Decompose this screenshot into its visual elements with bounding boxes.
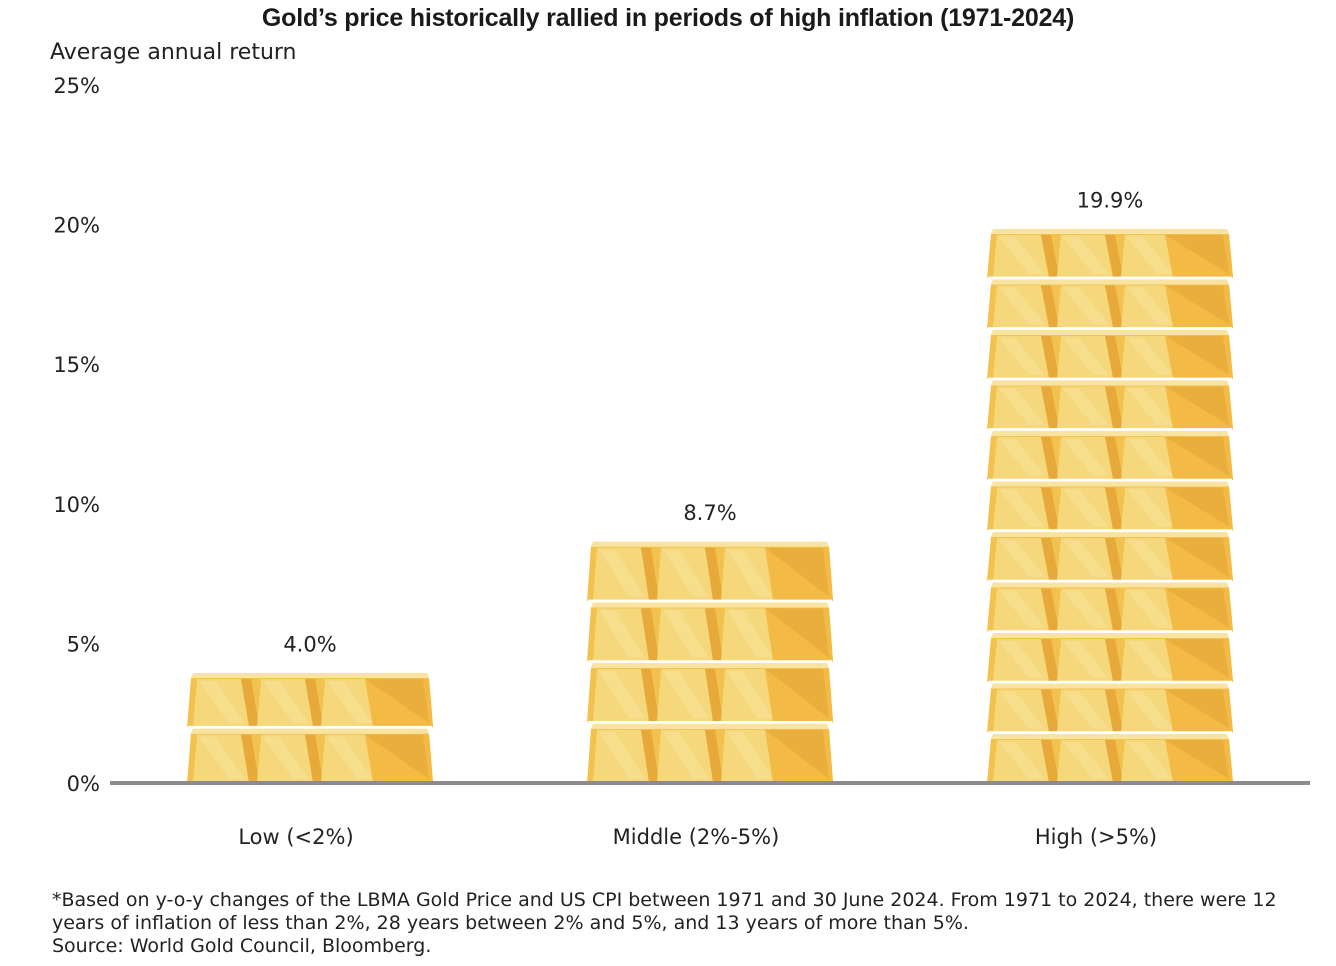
y-tick-label: 15% — [53, 353, 100, 377]
gold-ingot — [987, 430, 1233, 482]
x-tick-label: Low (<2%) — [238, 825, 353, 849]
footnote-line-3: Source: World Gold Council, Bloomberg. — [52, 935, 432, 957]
gold-ingot — [987, 228, 1233, 280]
gold-ingot — [987, 329, 1233, 381]
y-tick-label: 5% — [67, 632, 100, 656]
gold-ingot — [187, 728, 433, 785]
gold-ingot — [187, 672, 433, 729]
chart-title: Gold’s price historically rallied in per… — [261, 4, 1075, 32]
bar — [987, 228, 1233, 785]
bar — [587, 541, 833, 785]
gold-ingot — [587, 663, 833, 724]
gold-ingot — [987, 481, 1233, 532]
footnote-line-1: *Based on y-o-y changes of the LBMA Gold… — [52, 889, 1277, 911]
gold-ingot — [987, 531, 1233, 583]
gold-ingot — [987, 733, 1233, 785]
gold-ingot — [987, 279, 1233, 330]
bars — [187, 228, 1233, 785]
gold-ingot — [987, 582, 1233, 633]
gold-ingot — [587, 602, 833, 663]
data-label: 4.0% — [283, 632, 336, 656]
y-tick-label: 20% — [53, 214, 100, 238]
footnote-line-2: years of inflation of less than 2%, 28 y… — [52, 912, 969, 934]
footnote: *Based on y-o-y changes of the LBMA Gold… — [52, 889, 1322, 958]
x-axis-ticks: Low (<2%) Middle (2%-5%) High (>5%) — [238, 825, 1157, 849]
data-label: 8.7% — [683, 501, 736, 525]
gold-ingot — [987, 683, 1233, 734]
gold-ingot — [987, 632, 1233, 684]
gold-ingot — [987, 380, 1233, 431]
x-tick-label: Middle (2%-5%) — [613, 825, 780, 849]
y-tick-label: 0% — [67, 772, 100, 796]
y-tick-label: 25% — [53, 74, 100, 98]
gold-ingot — [587, 541, 833, 603]
gold-ingot — [587, 723, 833, 785]
data-label: 19.9% — [1077, 188, 1144, 212]
y-tick-label: 10% — [53, 493, 100, 517]
data-labels: 4.0% 8.7% 19.9% — [283, 188, 1143, 656]
y-axis-ticks: 0% 5% 10% 15% 20% 25% — [53, 74, 100, 796]
y-axis-label: Average annual return — [50, 40, 297, 65]
bar — [187, 672, 433, 785]
bar-chart: 0% 5% 10% 15% 20% 25% 4.0% 8.7% 19.9% Low (<2%)… — [53, 74, 1310, 849]
x-tick-label: High (>5%) — [1035, 825, 1157, 849]
